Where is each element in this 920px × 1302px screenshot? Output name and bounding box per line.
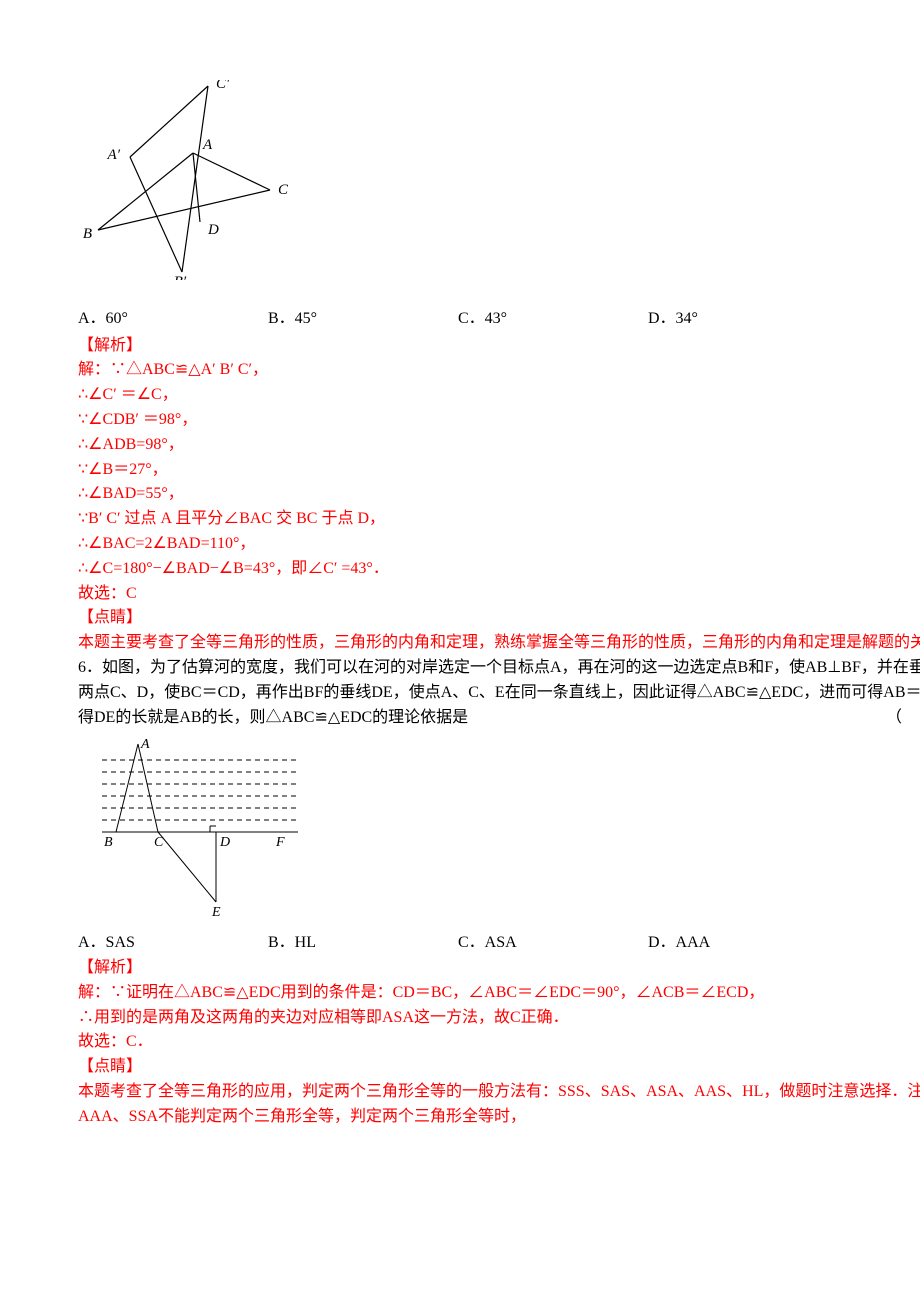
q5-analysis-line: ∴∠C=180°−∠BAD−∠B=43°，即∠C′ =43°．	[78, 557, 920, 582]
q6-analysis-line: ∴用到的是两角及这两角的夹边对应相等即ASA这一方法，故C正确．	[78, 1006, 920, 1031]
svg-text:B′: B′	[174, 274, 187, 280]
q5-options: A．60° B．45° C．43° D．34°	[78, 307, 920, 332]
q6-stem-text: 6．如图，为了估算河的宽度，我们可以在河的对岸选定一个目标点A，再在河的这一边选…	[78, 659, 920, 726]
q6-dianjing-header: 【点睛】	[78, 1055, 920, 1080]
q6-paren: （ ）	[886, 706, 920, 731]
svg-text:A: A	[140, 737, 150, 752]
q6-analysis-line: 解：∵证明在△ABC≌△EDC用到的条件是：CD＝BC，∠ABC＝∠EDC＝90…	[78, 981, 920, 1006]
q5-analysis-line: ∴∠C′ ＝∠C，	[78, 383, 920, 408]
svg-text:C: C	[154, 835, 164, 850]
svg-text:B: B	[104, 835, 113, 850]
q5-analysis-lines: 解：∵△ABC≌△A′ B′ C′，∴∠C′ ＝∠C，∵∠CDB′ ＝98°，∴…	[78, 358, 920, 606]
q5-analysis-line: ∴∠BAD=55°，	[78, 482, 920, 507]
q5-analysis-line: ∴∠ADB=98°，	[78, 433, 920, 458]
svg-text:A′: A′	[107, 147, 121, 163]
q6-stem: 6．如图，为了估算河的宽度，我们可以在河的对岸选定一个目标点A，再在河的这一边选…	[78, 656, 920, 730]
q6-analysis-lines: 解：∵证明在△ABC≌△EDC用到的条件是：CD＝BC，∠ABC＝∠EDC＝90…	[78, 981, 920, 1055]
q6-options: A．SAS B．HL C．ASA D．AAA	[78, 931, 920, 956]
svg-text:C′: C′	[216, 80, 230, 92]
q5-option-c: C．43°	[458, 307, 648, 332]
svg-text:A: A	[202, 137, 213, 153]
svg-text:F: F	[275, 835, 285, 850]
q6-svg: A B C D F E	[78, 736, 318, 916]
q6-dianjing-text: 本题考查了全等三角形的应用，判定两个三角形全等的一般方法有：SSS、SAS、AS…	[78, 1080, 920, 1130]
q5-figure: A A′ B C C′ D B′	[78, 80, 920, 289]
svg-text:D: D	[207, 222, 219, 238]
q5-analysis-line: 解：∵△ABC≌△A′ B′ C′，	[78, 358, 920, 383]
svg-text:B: B	[83, 226, 92, 242]
svg-text:E: E	[211, 905, 221, 916]
q5-analysis-line: ∵B′ C′ 过点 A 且平分∠BAC 交 BC 于点 D，	[78, 507, 920, 532]
svg-text:D: D	[219, 835, 230, 850]
q5-analysis-line: 故选：C	[78, 582, 920, 607]
q5-analysis-line: ∴∠BAC=2∠BAD=110°，	[78, 532, 920, 557]
q5-dianjing-header: 【点睛】	[78, 606, 920, 631]
q5-dianjing-text: 本题主要考查了全等三角形的性质，三角形的内角和定理，熟练掌握全等三角形的性质，三…	[78, 631, 920, 656]
q5-analysis-line: ∵∠B＝27°，	[78, 458, 920, 483]
q5-option-d: D．34°	[648, 307, 838, 332]
q6-figure: A B C D F E	[78, 736, 920, 925]
q5-option-a: A．60°	[78, 307, 268, 332]
q6-option-c: C．ASA	[458, 931, 648, 956]
q6-option-d: D．AAA	[648, 931, 838, 956]
q5-analysis-line: ∵∠CDB′ ＝98°，	[78, 408, 920, 433]
svg-text:C: C	[278, 182, 288, 198]
q5-svg: A A′ B C C′ D B′	[78, 80, 288, 280]
q5-analysis-header: 【解析】	[78, 334, 920, 359]
q6-analysis-line: 故选：C．	[78, 1030, 920, 1055]
q6-analysis-header: 【解析】	[78, 956, 920, 981]
q6-option-a: A．SAS	[78, 931, 268, 956]
q5-option-b: B．45°	[268, 307, 458, 332]
q6-option-b: B．HL	[268, 931, 458, 956]
